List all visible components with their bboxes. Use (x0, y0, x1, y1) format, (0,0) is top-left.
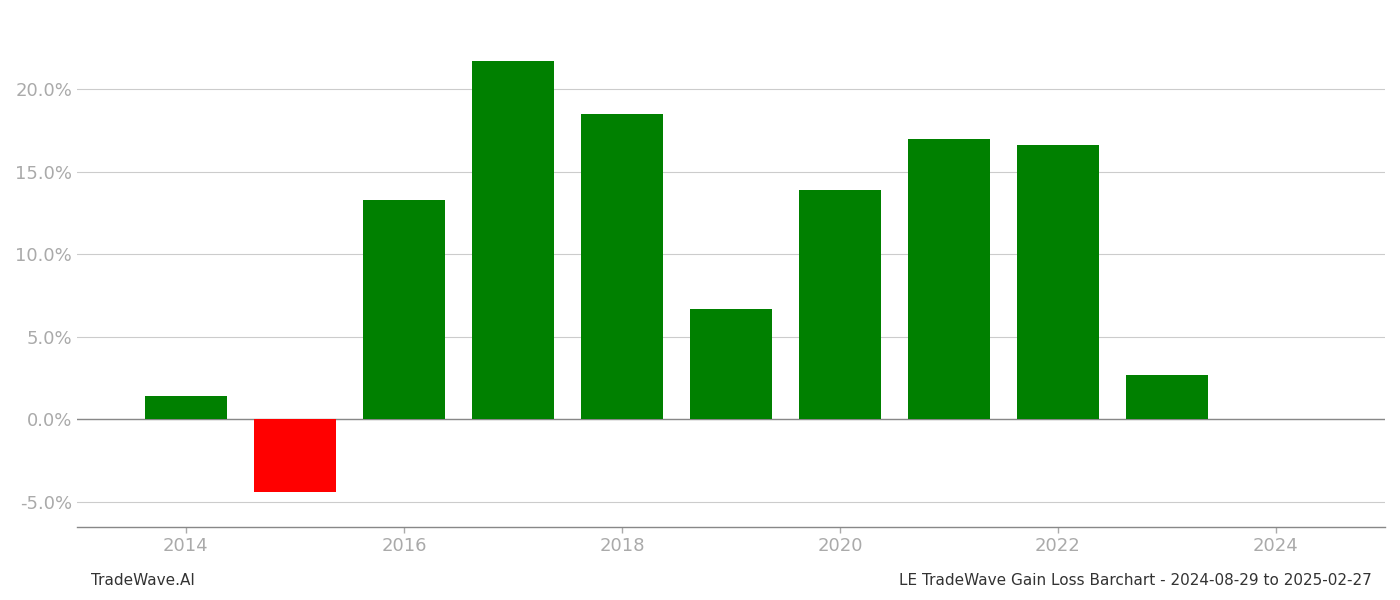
Bar (253, 419, 336, 492)
Text: TradeWave.AI: TradeWave.AI (91, 573, 195, 588)
Bar (472, 61, 554, 419)
Bar (909, 139, 990, 419)
Text: LE TradeWave Gain Loss Barchart - 2024-08-29 to 2025-02-27: LE TradeWave Gain Loss Barchart - 2024-0… (899, 573, 1372, 588)
Bar (1126, 375, 1208, 419)
Bar (363, 200, 445, 419)
Bar (581, 114, 662, 419)
Bar (146, 396, 227, 419)
Bar (799, 190, 881, 419)
Bar (1016, 145, 1099, 419)
Bar (690, 309, 771, 419)
